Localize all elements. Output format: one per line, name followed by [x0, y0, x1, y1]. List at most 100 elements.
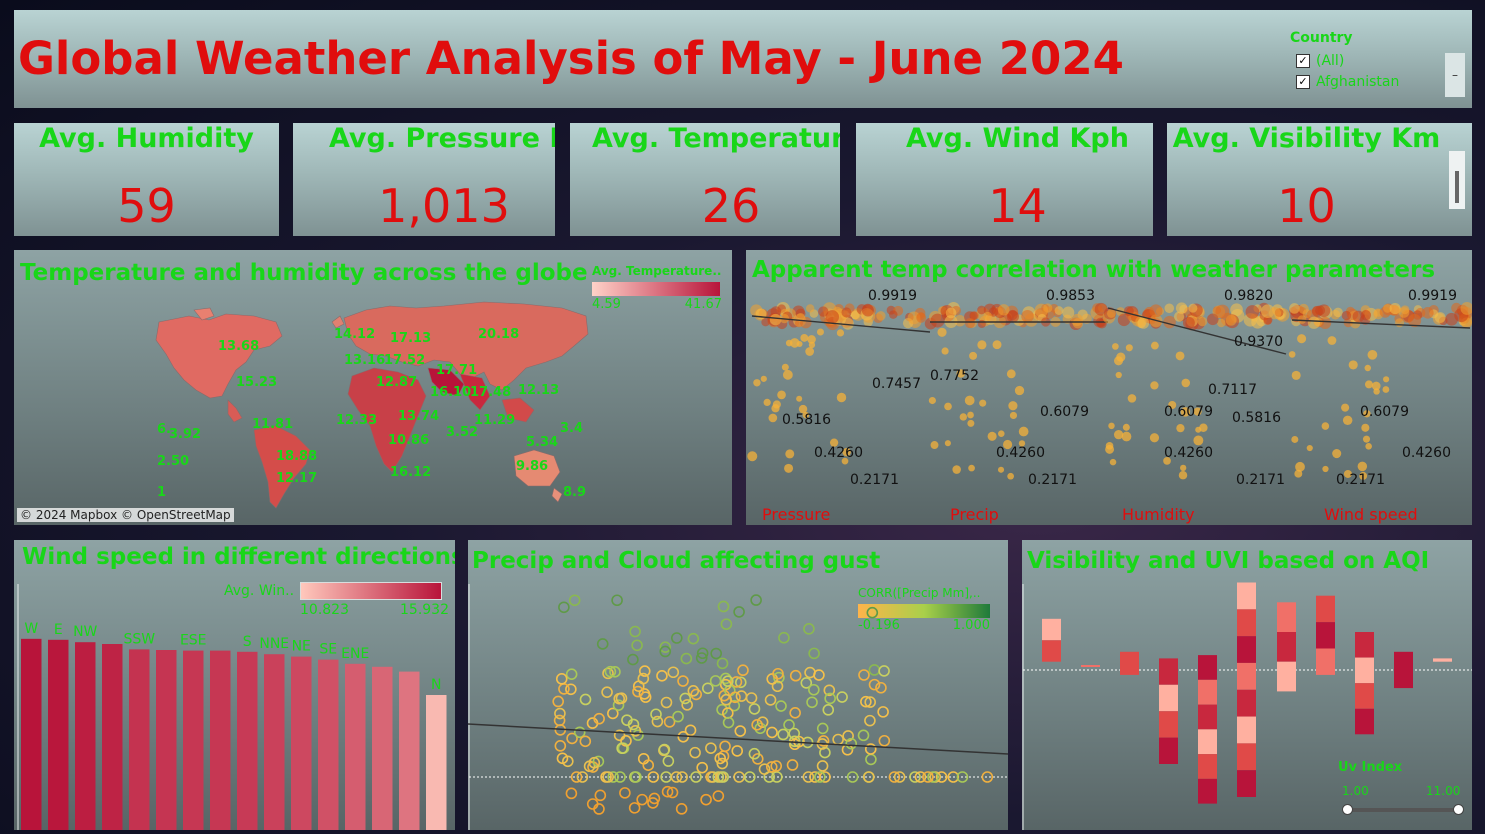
gust-point — [680, 652, 693, 665]
country-shape — [227, 399, 243, 423]
wind-direction-label: NE — [292, 639, 311, 655]
aqi-bar-chart[interactable] — [1022, 540, 1472, 830]
apparent-point — [1014, 385, 1025, 396]
apparent-point — [1434, 312, 1446, 324]
country-shape — [427, 367, 465, 397]
header-panel: Global Weather Analysis of May - June 20… — [14, 10, 1472, 108]
gust-point — [875, 681, 887, 694]
apparent-point — [1394, 318, 1405, 328]
apparent-value-label: 0.5816 — [782, 412, 831, 428]
apparent-point — [1361, 423, 1370, 432]
gust-point — [981, 771, 994, 783]
apparent-point — [1116, 352, 1126, 362]
gust-scatter-chart[interactable] — [468, 540, 1008, 830]
apparent-point — [1175, 351, 1185, 361]
gust-point — [748, 747, 761, 760]
apparent-value-label: 0.7117 — [1208, 382, 1257, 398]
kpi-value: 1,013 — [378, 179, 510, 233]
apparent-point — [1180, 407, 1191, 417]
aqi-bar-segment — [1237, 582, 1256, 610]
filter-option-all[interactable]: ✓ (All) — [1296, 53, 1460, 69]
legend-max: 1.000 — [952, 618, 990, 633]
uv-slider-handle-max[interactable] — [1453, 804, 1464, 815]
gust-point — [602, 667, 614, 680]
gust-point — [710, 647, 722, 660]
aqi-bar-segment — [1198, 655, 1217, 680]
scrollbar-thumb[interactable] — [1455, 171, 1459, 203]
apparent-point — [1125, 344, 1133, 352]
map-value-label: 16.12 — [390, 465, 431, 480]
gust-point — [666, 786, 679, 799]
apparent-temp-chart[interactable]: 0.9919 0.7457 0.5816 0.4260 0.2171 Pressure 0.… — [746, 250, 1472, 525]
aqi-bar-segment — [1081, 665, 1100, 667]
gust-point — [775, 700, 787, 712]
wind-direction-label: E — [54, 622, 63, 638]
map-attribution[interactable]: © 2024 Mapbox © OpenStreetMap — [17, 508, 234, 522]
map-value-label: 16.10 — [430, 385, 471, 400]
gust-point — [927, 771, 939, 783]
uv-slider-track[interactable] — [1346, 808, 1458, 812]
aqi-bar-segment — [1198, 729, 1217, 755]
filter-collapse-button[interactable]: – — [1445, 53, 1465, 97]
apparent-point — [1072, 318, 1084, 329]
filter-option-afghanistan[interactable]: ✓ Afghanistan — [1296, 74, 1460, 90]
gust-point — [667, 666, 680, 679]
gust-point — [751, 719, 763, 731]
aqi-bar-segment — [1277, 661, 1296, 692]
apparent-point — [781, 363, 789, 371]
gust-point — [745, 692, 758, 704]
apparent-point — [798, 404, 808, 414]
gust-point — [627, 718, 640, 731]
gust-point — [593, 712, 605, 725]
aqi-bar-segment — [1198, 704, 1217, 730]
apparent-point — [1215, 304, 1230, 319]
kpi-value: 26 — [701, 179, 761, 233]
apparent-point — [977, 319, 986, 329]
gust-point — [846, 771, 859, 783]
gust-point — [816, 760, 829, 772]
apparent-point — [977, 340, 987, 350]
wind-direction-label: ESE — [180, 633, 207, 649]
gust-point — [778, 631, 790, 644]
kpi-label: Avg. Visibility Km — [1172, 123, 1441, 154]
kpi-scrollbar[interactable] — [1449, 151, 1465, 209]
wind-bar — [48, 639, 69, 830]
apparent-point — [964, 395, 975, 406]
aqi-bar-segment — [1355, 657, 1374, 684]
kpi-value: 14 — [988, 179, 1047, 233]
apparent-value-label: 0.4260 — [814, 445, 863, 461]
apparent-value-label: 0.9370 — [1234, 334, 1283, 350]
apparent-point — [782, 369, 793, 380]
gust-point — [650, 708, 662, 721]
gust-point — [659, 641, 672, 653]
apparent-point — [1197, 316, 1208, 327]
gust-point — [722, 675, 734, 687]
apparent-point — [941, 347, 949, 355]
checkbox-checked-icon[interactable]: ✓ — [1296, 75, 1310, 89]
apparent-point — [1175, 302, 1188, 314]
apparent-point — [1112, 343, 1119, 350]
apparent-trend-line — [1291, 319, 1471, 329]
gust-point — [588, 756, 601, 769]
wind-bar-chart[interactable]: W E NW SSW ESE S NNE NE SE ENE N — [14, 540, 455, 830]
wind-bar — [399, 671, 420, 830]
apparent-point — [816, 328, 824, 336]
gust-point — [712, 790, 725, 802]
apparent-point — [1288, 351, 1296, 358]
aqi-bar-segment — [1277, 602, 1296, 632]
checkbox-checked-icon[interactable]: ✓ — [1296, 54, 1310, 68]
apparent-point — [1127, 394, 1137, 403]
apparent-value-label: 0.6079 — [1164, 404, 1213, 420]
map-value-label: 11.29 — [474, 413, 515, 428]
aqi-bar-segment — [1237, 743, 1256, 771]
aqi-bar-segment — [1198, 778, 1217, 804]
aqi-bar-segment — [1042, 618, 1061, 641]
uv-slider-handle-min[interactable] — [1342, 804, 1353, 815]
gust-point — [743, 771, 756, 783]
gust-point — [756, 716, 769, 728]
apparent-top-label: 0.9919 — [1408, 288, 1457, 304]
apparent-point — [1322, 465, 1329, 473]
apparent-point — [769, 313, 782, 326]
legend-range: 4.59 41.67 — [592, 297, 722, 312]
